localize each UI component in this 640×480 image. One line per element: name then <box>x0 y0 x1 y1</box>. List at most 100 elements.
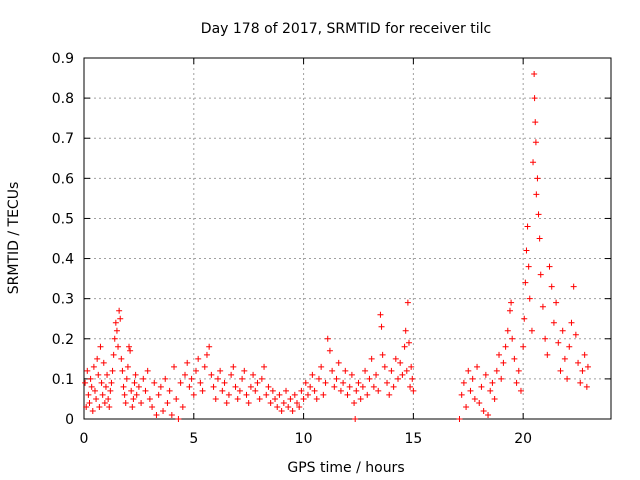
data-point <box>112 319 119 326</box>
data-point <box>287 395 294 402</box>
data-point <box>274 403 281 410</box>
data-point <box>474 363 481 370</box>
data-point <box>523 247 530 254</box>
data-point <box>252 387 259 394</box>
data-point <box>307 383 314 390</box>
data-point <box>116 307 123 314</box>
data-point <box>272 395 279 402</box>
data-point <box>206 343 213 350</box>
x-tick-label: 20 <box>514 431 532 447</box>
data-point <box>225 391 232 398</box>
data-point <box>530 159 537 166</box>
data-point <box>487 387 494 394</box>
data-point <box>509 335 516 342</box>
data-point <box>496 351 503 358</box>
data-point <box>531 71 538 78</box>
data-point <box>234 395 241 402</box>
data-point <box>280 399 287 406</box>
data-point <box>521 315 528 322</box>
y-tick-label: 0 <box>65 412 74 428</box>
data-point <box>243 391 250 398</box>
data-point <box>128 387 135 394</box>
data-point <box>199 387 206 394</box>
data-point <box>515 367 522 374</box>
x-tick-label: 0 <box>80 431 89 447</box>
data-point <box>138 399 145 406</box>
data-point <box>368 355 375 362</box>
data-point <box>469 375 476 382</box>
data-point <box>370 383 377 390</box>
data-point <box>132 371 139 378</box>
data-point <box>524 223 531 230</box>
data-point <box>506 307 513 314</box>
data-point <box>377 311 384 318</box>
data-point <box>395 375 402 382</box>
data-point <box>82 379 89 386</box>
data-point <box>511 355 518 362</box>
data-point <box>348 371 355 378</box>
data-point <box>337 387 344 394</box>
data-point <box>151 379 158 386</box>
data-point <box>173 395 180 402</box>
data-point <box>84 367 91 374</box>
data-point <box>278 407 285 414</box>
data-point <box>245 399 252 406</box>
data-point <box>359 383 366 390</box>
data-point <box>241 367 248 374</box>
data-point <box>397 359 404 366</box>
data-point <box>362 367 369 374</box>
data-point <box>384 379 391 386</box>
data-point <box>465 367 472 374</box>
y-tick-label: 0.8 <box>52 91 74 107</box>
data-point <box>520 343 527 350</box>
data-point <box>212 395 219 402</box>
data-point <box>93 395 100 402</box>
data-point <box>346 383 353 390</box>
data-point <box>467 387 474 394</box>
data-point <box>175 416 182 422</box>
data-point <box>331 383 338 390</box>
data-point <box>550 319 557 326</box>
y-tick-label: 0.9 <box>52 51 74 67</box>
data-point <box>122 399 129 406</box>
data-point <box>94 355 101 362</box>
data-point <box>221 379 228 386</box>
data-point <box>463 403 470 410</box>
plot-area-border <box>83 57 612 420</box>
data-point <box>108 379 115 386</box>
data-point <box>118 355 125 362</box>
data-point <box>579 367 586 374</box>
data-point <box>533 191 540 198</box>
data-point <box>190 391 197 398</box>
data-point <box>557 367 564 374</box>
data-point <box>296 403 303 410</box>
data-point <box>493 367 500 374</box>
data-point <box>559 327 566 334</box>
data-point <box>88 383 95 390</box>
data-point <box>364 391 371 398</box>
data-point <box>109 367 116 374</box>
data-point <box>85 391 92 398</box>
data-point <box>471 395 478 402</box>
data-point <box>203 351 210 358</box>
data-point <box>408 363 415 370</box>
x-tick-label: 5 <box>189 431 198 447</box>
data-point <box>127 347 134 354</box>
data-point <box>458 391 465 398</box>
data-point <box>526 295 533 302</box>
data-point <box>390 383 397 390</box>
data-point <box>129 403 136 410</box>
data-point <box>489 379 496 386</box>
data-point <box>373 371 380 378</box>
grid-lines <box>84 58 611 419</box>
data-point <box>480 407 487 414</box>
data-point <box>502 343 509 350</box>
data-point <box>195 355 202 362</box>
data-point <box>508 299 515 306</box>
data-point <box>379 351 386 358</box>
data-point <box>534 175 541 182</box>
data-point <box>351 399 358 406</box>
data-point <box>386 391 393 398</box>
data-point <box>318 363 325 370</box>
data-point <box>100 359 107 366</box>
